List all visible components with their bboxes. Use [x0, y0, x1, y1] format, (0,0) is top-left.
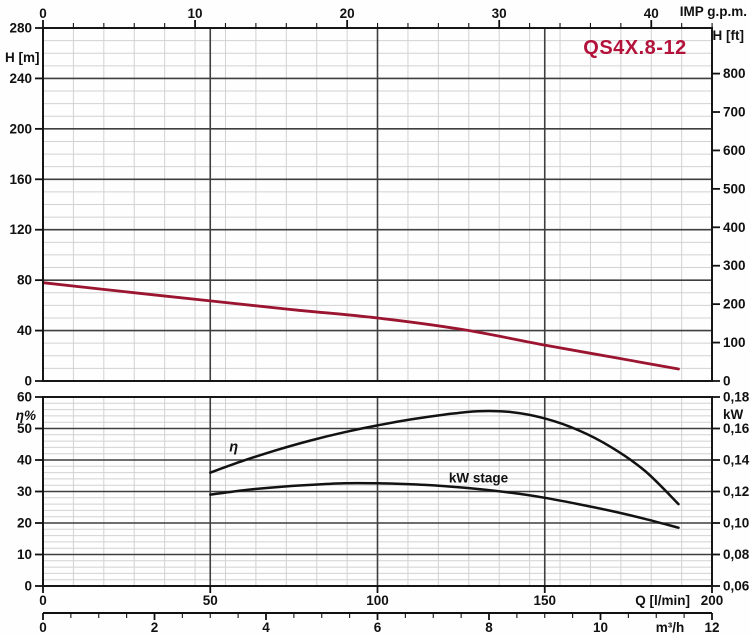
- h-m-tick-label: 240: [9, 71, 32, 86]
- eta-tick-label: 60: [17, 390, 32, 405]
- m3h-tick-label: 12: [704, 620, 719, 635]
- h-m-tick-label: 40: [17, 323, 32, 338]
- m3h-tick-label: 10: [593, 620, 608, 635]
- q-lmin-tick-label: 150: [533, 593, 556, 608]
- q-lmin-axis-title: Q [l/min]: [635, 593, 690, 608]
- h-m-tick-label: 120: [9, 222, 32, 237]
- eta-tick-label: 50: [17, 421, 32, 436]
- q-lmin-tick-label: 200: [701, 593, 724, 608]
- imp-gpm-axis-title: IMP g.p.m.: [680, 4, 747, 19]
- kw-tick-label: 0,10: [723, 516, 749, 531]
- h-ft-tick-label: 100: [723, 335, 746, 350]
- eta-tick-label: 30: [17, 484, 32, 499]
- major-gridlines: [43, 28, 712, 586]
- h-ft-tick-label: 600: [723, 143, 746, 158]
- q-lmin-tick-label: 100: [366, 593, 389, 608]
- eta-axis-title: η%: [16, 408, 36, 423]
- h-ft-tick-label: 300: [723, 258, 746, 273]
- h-ft-tick-label: 500: [723, 181, 746, 196]
- h-ft-tick-label: 0: [723, 374, 731, 389]
- imp-gpm-tick-label: 10: [188, 6, 203, 21]
- h-m-tick-label: 280: [9, 21, 32, 36]
- m3h-tick-label: 8: [485, 620, 493, 635]
- eta-tick-label: 10: [17, 547, 32, 562]
- h-ft-tick-label: 800: [723, 66, 746, 81]
- h-ft-axis-title: H [ft]: [713, 28, 744, 43]
- kw-tick-label: 0,14: [723, 453, 750, 468]
- q-lmin-tick-label: 50: [203, 593, 218, 608]
- axis-labels: 0 10 20 30 40 IMP g.p.m.H [ft]H [m]0408012016…: [5, 4, 750, 635]
- curve-annotations: η kW stage: [229, 439, 508, 485]
- imp-gpm-tick-label: 20: [340, 6, 355, 21]
- imp-gpm-tick-label: 40: [644, 6, 659, 21]
- axis-ticks: [35, 20, 720, 620]
- eta-curve-label: η: [229, 439, 238, 455]
- eta-curve: [209, 409, 680, 506]
- m3h-axis-title: m³/h: [656, 620, 685, 635]
- eta-tick-label: 20: [17, 516, 32, 531]
- chart-title: QS4X.8-12: [583, 37, 687, 59]
- h-ft-tick-label: 700: [723, 105, 746, 120]
- head-curve: [43, 281, 680, 371]
- eta-tick-label: 40: [17, 453, 32, 468]
- efficiency-power-curves-group: [209, 409, 680, 529]
- m3h-tick-label: 2: [151, 620, 159, 635]
- h-m-tick-label: 200: [9, 121, 32, 136]
- h-m-tick-label: 160: [9, 172, 32, 187]
- h-m-axis-title: H [m]: [5, 50, 40, 65]
- kw-tick-label: 0,08: [723, 547, 750, 562]
- kw-axis-title: kW: [723, 407, 744, 422]
- h-m-tick-label: 0: [24, 374, 32, 389]
- h-ft-tick-label: 400: [723, 220, 746, 235]
- kw-stage-curve-label: kW stage: [449, 470, 509, 485]
- q-lmin-tick-label: 0: [39, 593, 47, 608]
- imp-gpm-tick-label: 0: [39, 6, 47, 21]
- kw-tick-label: 0,18: [723, 390, 750, 405]
- h-ft-tick-label: 200: [723, 297, 746, 312]
- m3h-tick-label: 6: [374, 620, 382, 635]
- h-m-tick-label: 80: [17, 273, 32, 288]
- kw-tick-label: 0,06: [723, 579, 750, 594]
- head-curve-group: [43, 281, 680, 371]
- kw-tick-label: 0,12: [723, 484, 749, 499]
- m3h-tick-label: 4: [262, 620, 270, 635]
- kw-tick-label: 0,16: [723, 421, 750, 436]
- m3h-tick-label: 0: [39, 620, 47, 635]
- kw-stage-curve: [209, 481, 680, 529]
- eta-tick-label: 0: [24, 579, 32, 594]
- imp-gpm-tick-label: 30: [492, 6, 507, 21]
